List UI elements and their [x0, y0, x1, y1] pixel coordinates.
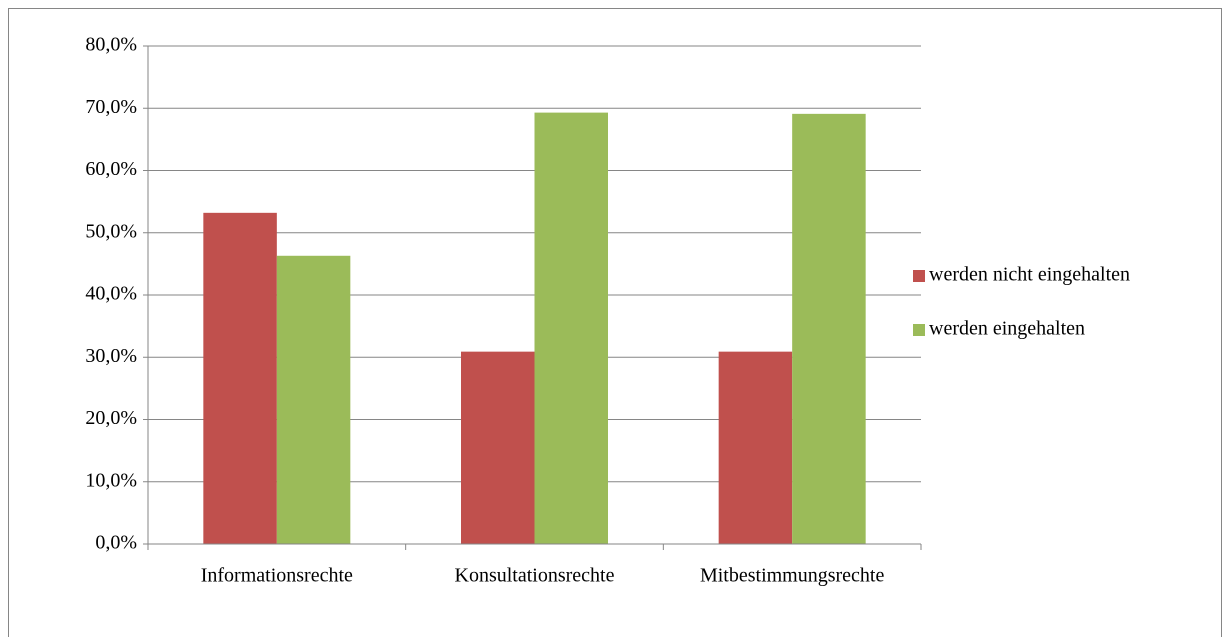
x-tick-label: Mitbestimmungsrechte [700, 565, 885, 587]
y-tick-label: 40,0% [85, 283, 137, 305]
legend-swatch [913, 270, 925, 282]
bar [718, 351, 793, 544]
y-tick-label: 20,0% [85, 407, 137, 429]
x-tick-label: Konsultationsrechte [455, 565, 615, 587]
bar [792, 113, 866, 544]
bar [276, 255, 351, 544]
legend-label: werden eingehalten [929, 318, 1085, 340]
y-tick-label: 10,0% [85, 469, 137, 491]
bar [461, 351, 535, 544]
y-tick-label: 60,0% [85, 158, 137, 180]
y-tick-label: 50,0% [85, 220, 137, 242]
y-tick-label: 30,0% [85, 345, 137, 367]
y-tick-label: 70,0% [85, 96, 137, 118]
x-tick-label: Informationsrechte [201, 565, 353, 587]
bar [203, 212, 277, 544]
y-tick-label: 0,0% [95, 532, 137, 554]
bar [534, 112, 608, 545]
chart-frame [8, 8, 1222, 637]
legend-swatch [913, 324, 925, 336]
y-tick-label: 80,0% [85, 34, 137, 56]
legend-label: werden nicht eingehalten [929, 264, 1130, 286]
